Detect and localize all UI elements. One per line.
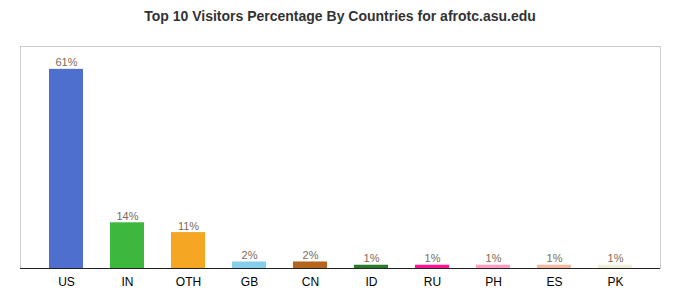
svg-text:11%: 11% (178, 220, 199, 232)
svg-text:PH: PH (485, 275, 502, 289)
svg-text:ID: ID (366, 275, 378, 289)
svg-text:IN: IN (122, 275, 134, 289)
svg-text:GB: GB (241, 275, 258, 289)
svg-text:OTH: OTH (176, 275, 201, 289)
html-text:Top 10 Visitors Percentage By: Top 10 Visitors Percentage By Countries … (144, 8, 536, 24)
svg-text:1%: 1% (608, 252, 624, 264)
svg-text:US: US (58, 275, 75, 289)
svg-text:PK: PK (607, 275, 623, 289)
svg-text:2%: 2% (303, 249, 319, 261)
svg-text:1%: 1% (547, 252, 563, 264)
svg-text:1%: 1% (486, 252, 502, 264)
svg-text:61%: 61% (55, 56, 77, 68)
svg-text:14%: 14% (116, 210, 138, 222)
svg-text:2%: 2% (242, 249, 258, 261)
svg-text:RU: RU (424, 275, 441, 289)
svg-text:CN: CN (302, 275, 319, 289)
svg-text:ES: ES (546, 275, 562, 289)
svg-text:1%: 1% (364, 252, 380, 264)
svg-text:1%: 1% (425, 252, 441, 264)
